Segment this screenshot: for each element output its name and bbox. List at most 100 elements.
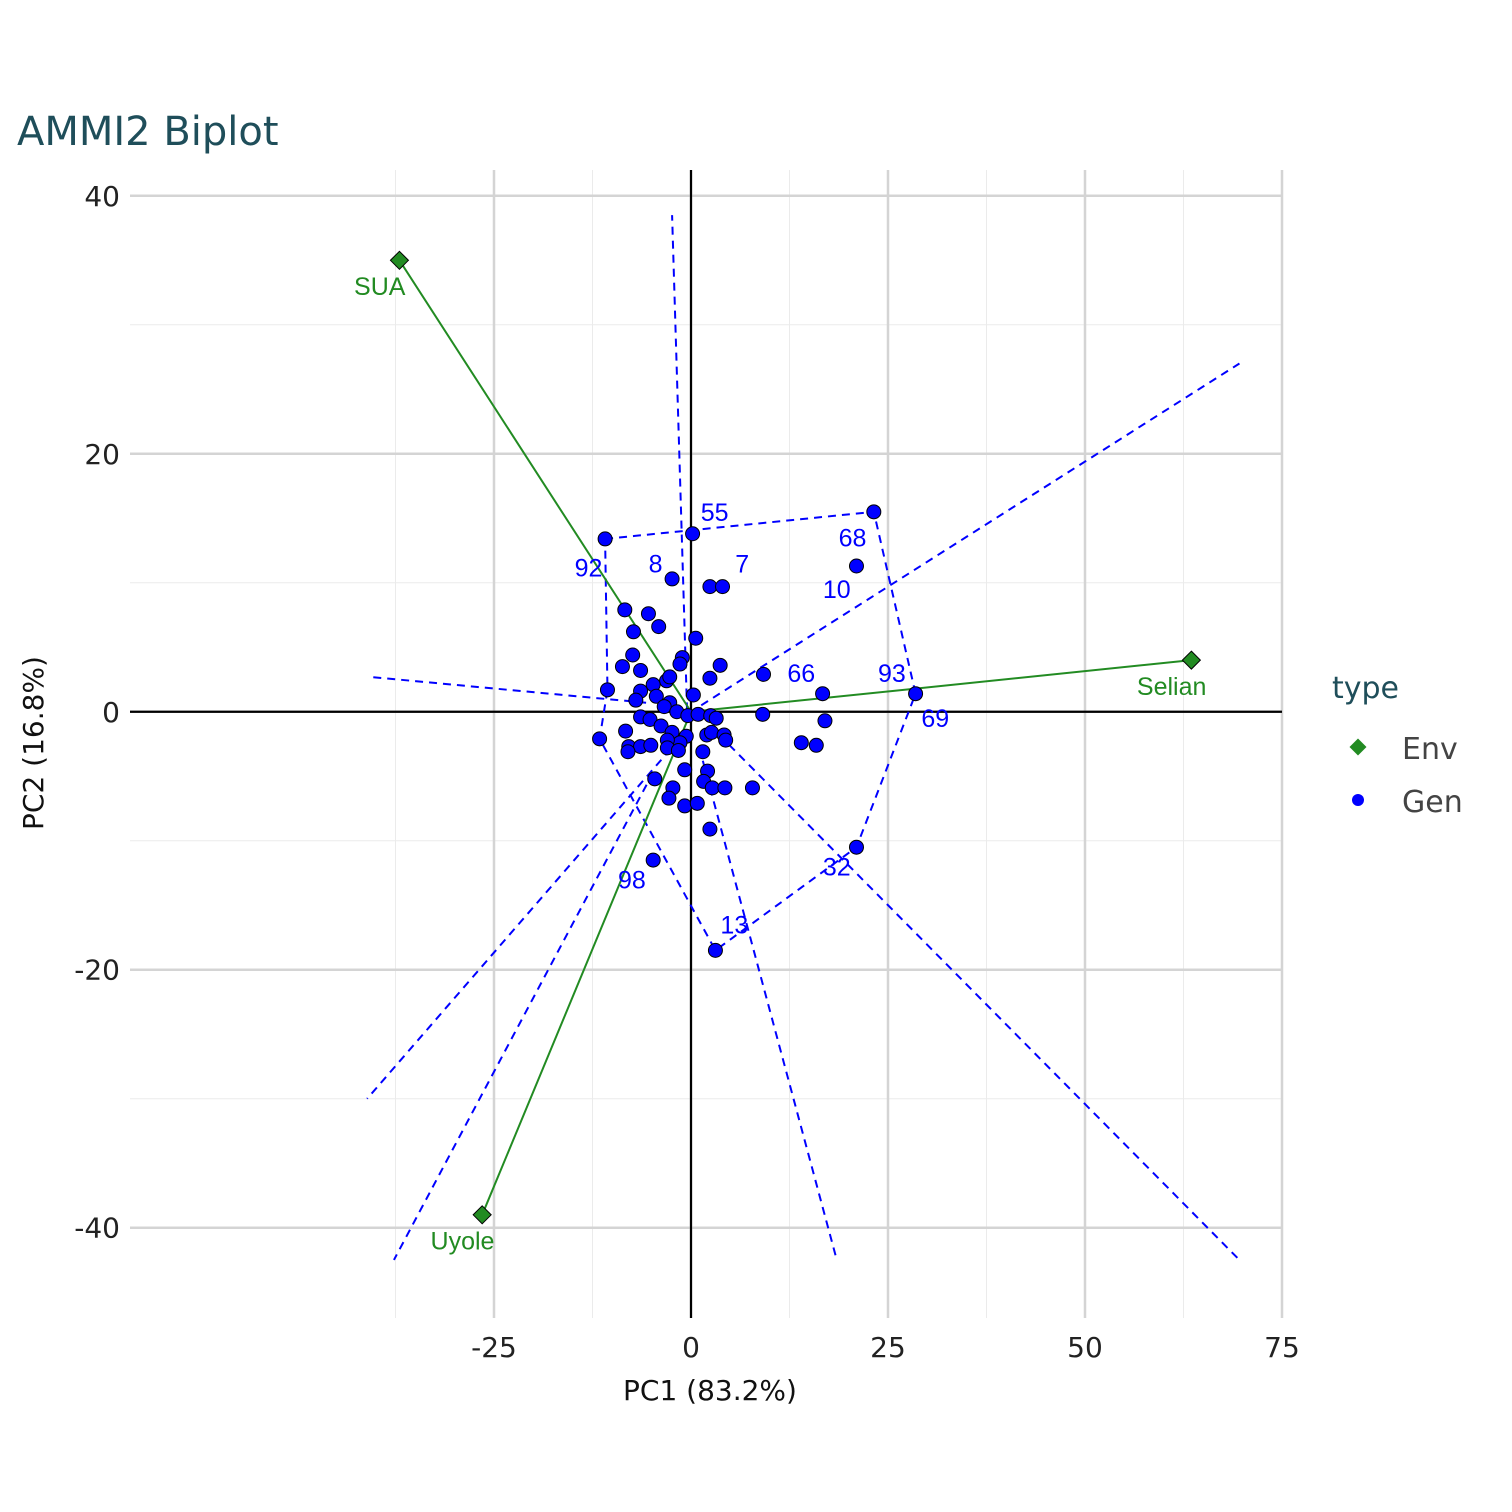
genotype-point bbox=[662, 669, 678, 685]
genotype-label-8: 8 bbox=[649, 550, 663, 578]
x-tick-label: -25 bbox=[471, 1331, 517, 1364]
genotype-point bbox=[651, 619, 667, 635]
genotype-point bbox=[703, 724, 719, 740]
genotype-point bbox=[633, 662, 649, 678]
genotype-point bbox=[708, 710, 724, 726]
genotype-point bbox=[815, 686, 831, 702]
x-tick-label: 50 bbox=[1067, 1331, 1103, 1364]
genotype-point bbox=[689, 795, 705, 811]
x-axis-tick-labels: -25 0 25 50 75 bbox=[471, 1331, 1300, 1364]
genotype-label-32: 32 bbox=[823, 854, 851, 882]
genotype-point bbox=[614, 659, 630, 675]
env-point-selian bbox=[1181, 650, 1202, 670]
convex-hull bbox=[598, 510, 917, 952]
genotype-point bbox=[688, 630, 704, 646]
point-labels: SUA Selian Uyole 55 68 8 7 92 10 66 93 69 32 98 13 bbox=[354, 273, 1206, 1256]
genotype-point bbox=[744, 780, 760, 796]
genotype-point bbox=[690, 706, 706, 722]
genotype-label-69: 69 bbox=[921, 705, 949, 733]
env-label-selian: Selian bbox=[1137, 673, 1207, 701]
minor-gridlines bbox=[130, 170, 1282, 1318]
genotype-point bbox=[677, 762, 693, 778]
genotype-label-55: 55 bbox=[701, 499, 729, 527]
x-axis-title: PC1 (83.2%) bbox=[623, 1374, 797, 1407]
legend-env-label: Env bbox=[1402, 732, 1458, 767]
genotype-point bbox=[808, 737, 824, 753]
environment-vectors bbox=[398, 259, 1192, 1216]
genotype-point bbox=[628, 692, 644, 708]
genotype-point bbox=[617, 602, 633, 618]
y-axis-tick-labels: 40 20 0 -20 -40 bbox=[74, 180, 120, 1245]
genotype-point bbox=[685, 526, 701, 542]
environment-points bbox=[389, 250, 1202, 1225]
legend-env-key bbox=[1349, 738, 1367, 756]
genotype-point bbox=[661, 790, 677, 806]
genotype-label-92: 92 bbox=[575, 554, 603, 582]
genotype-point bbox=[670, 742, 686, 758]
genotype-point bbox=[648, 688, 664, 704]
genotype-point bbox=[715, 579, 731, 595]
genotype-label-66: 66 bbox=[787, 660, 815, 688]
genotype-point bbox=[664, 571, 680, 587]
genotype-point bbox=[704, 780, 720, 796]
y-tick-label: 20 bbox=[84, 438, 120, 471]
y-axis-title: PC2 (16.8%) bbox=[17, 656, 50, 830]
genotype-point bbox=[848, 558, 864, 574]
sector-ray bbox=[718, 734, 1241, 1261]
genotype-point bbox=[672, 656, 688, 672]
genotype-point bbox=[908, 686, 924, 702]
hull-polygon bbox=[598, 510, 917, 952]
genotype-label-68: 68 bbox=[839, 525, 867, 553]
genotype-label-7: 7 bbox=[735, 550, 749, 578]
genotype-point bbox=[620, 744, 636, 760]
sector-ray bbox=[700, 362, 1240, 707]
genotype-label-98: 98 bbox=[618, 866, 646, 894]
genotype-point bbox=[685, 687, 701, 703]
legend-gen-key bbox=[1352, 794, 1364, 806]
sector-rays bbox=[366, 215, 1241, 1261]
legend-title: type bbox=[1332, 671, 1399, 706]
genotype-point bbox=[618, 723, 634, 739]
genotype-point bbox=[597, 531, 613, 547]
genotype-point bbox=[677, 798, 693, 814]
sector-ray bbox=[701, 760, 838, 1261]
genotype-label-13: 13 bbox=[720, 912, 748, 940]
x-tick-label: 0 bbox=[682, 1331, 700, 1364]
legend: type Env Gen bbox=[1332, 671, 1463, 820]
genotype-point bbox=[702, 670, 718, 686]
sector-ray bbox=[671, 215, 689, 711]
env-vector-sua bbox=[398, 259, 692, 713]
legend-gen-label: Gen bbox=[1402, 785, 1463, 820]
chart-title: AMMI2 Biplot bbox=[17, 109, 279, 155]
sector-ray bbox=[366, 748, 672, 1100]
genotype-point bbox=[702, 579, 718, 595]
env-point-sua bbox=[389, 250, 410, 270]
genotype-point bbox=[656, 699, 672, 715]
major-gridlines bbox=[130, 170, 1284, 1318]
genotype-label-93: 93 bbox=[878, 660, 906, 688]
genotype-point bbox=[625, 647, 641, 663]
genotype-point bbox=[645, 852, 661, 868]
genotype-point bbox=[599, 682, 615, 698]
genotype-label-10: 10 bbox=[823, 576, 851, 604]
y-tick-label: -40 bbox=[74, 1212, 120, 1245]
y-tick-label: 40 bbox=[84, 180, 120, 213]
x-tick-label: 25 bbox=[870, 1331, 906, 1364]
sector-ray bbox=[370, 675, 647, 704]
env-label-sua: SUA bbox=[354, 273, 406, 301]
genotype-point bbox=[702, 821, 718, 837]
env-vector-uyole bbox=[481, 711, 692, 1216]
genotype-point bbox=[592, 731, 608, 747]
env-point-uyole bbox=[472, 1205, 492, 1225]
genotype-point bbox=[755, 666, 771, 682]
sector-ray bbox=[393, 771, 655, 1261]
zero-axis-lines bbox=[130, 170, 1282, 1318]
genotype-point bbox=[625, 624, 641, 640]
genotype-point bbox=[695, 744, 711, 760]
genotype-point bbox=[707, 942, 723, 958]
genotype-point bbox=[643, 737, 659, 753]
genotype-point bbox=[848, 839, 864, 855]
genotype-point bbox=[712, 657, 728, 673]
genotype-point bbox=[647, 771, 663, 787]
